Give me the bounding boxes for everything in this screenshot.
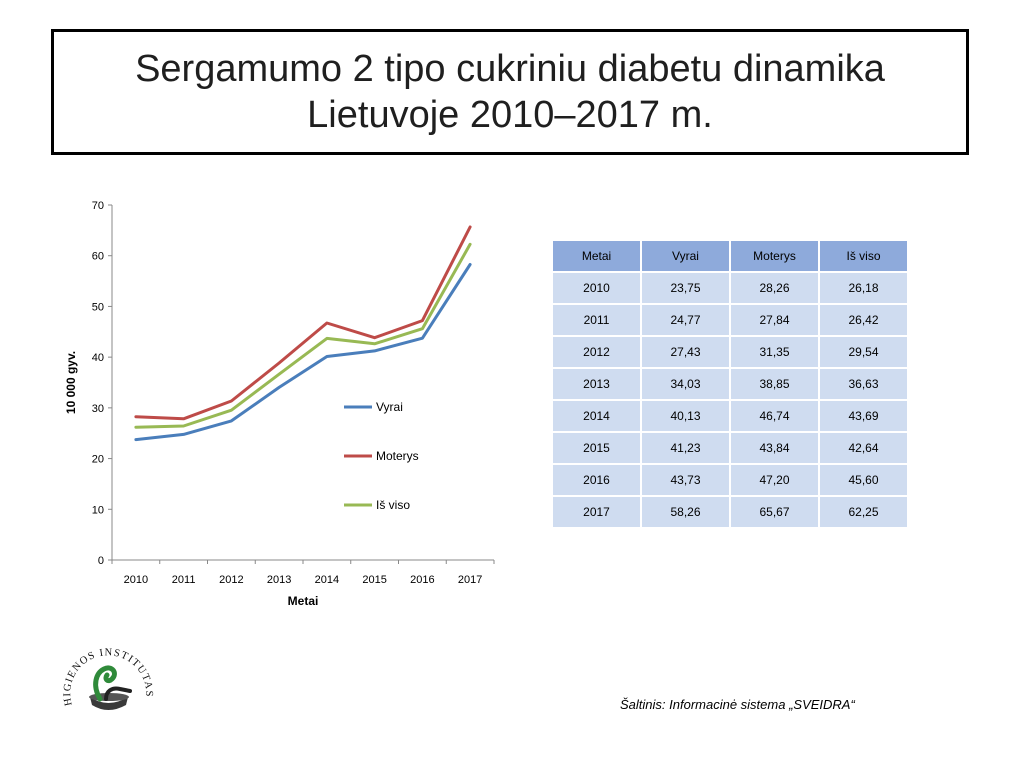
table-row: 2013 34,03 38,85 36,63 bbox=[553, 369, 907, 399]
table-cell: 65,67 bbox=[731, 497, 818, 527]
table-header-row: Metai Vyrai Moterys Iš viso bbox=[553, 241, 907, 271]
table-cell: 38,85 bbox=[731, 369, 818, 399]
header-vyrai: Vyrai bbox=[642, 241, 729, 271]
table-cell: 46,74 bbox=[731, 401, 818, 431]
table-cell: 23,75 bbox=[642, 273, 729, 303]
header-metai: Metai bbox=[553, 241, 640, 271]
table-row: 2015 41,23 43,84 42,64 bbox=[553, 433, 907, 463]
legend-label-2: Moterys bbox=[376, 449, 419, 463]
y-tick-label: 50 bbox=[92, 301, 104, 313]
x-tick-label: 2015 bbox=[362, 574, 386, 586]
table-cell: 2012 bbox=[553, 337, 640, 367]
table-cell: 36,63 bbox=[820, 369, 907, 399]
table-cell: 26,18 bbox=[820, 273, 907, 303]
table-row: 2016 43,73 47,20 45,60 bbox=[553, 465, 907, 495]
table-cell: 27,43 bbox=[642, 337, 729, 367]
table-cell: 2016 bbox=[553, 465, 640, 495]
x-tick-label: 2011 bbox=[172, 574, 196, 586]
y-tick-label: 30 bbox=[92, 403, 104, 415]
header-is-viso: Iš viso bbox=[820, 241, 907, 271]
higienos-institutas-logo: HIGIENOS INSTITUTAS bbox=[62, 647, 153, 710]
table-cell: 40,13 bbox=[642, 401, 729, 431]
table-cell: 41,23 bbox=[642, 433, 729, 463]
source-note: Šaltinis: Informacinė sistema „SVEIDRA“ bbox=[620, 697, 855, 712]
x-tick-label: 2013 bbox=[267, 574, 291, 586]
table-cell: 2010 bbox=[553, 273, 640, 303]
table-cell: 27,84 bbox=[731, 305, 818, 335]
table-cell: 2013 bbox=[553, 369, 640, 399]
table-row: 2014 40,13 46,74 43,69 bbox=[553, 401, 907, 431]
y-tick-label: 70 bbox=[92, 200, 104, 212]
y-tick-label: 20 bbox=[92, 454, 104, 466]
y-tick-label: 10 bbox=[92, 504, 104, 516]
legend-label-1: Vyrai bbox=[376, 400, 403, 414]
x-tick-label: 2016 bbox=[410, 574, 434, 586]
table-cell: 2011 bbox=[553, 305, 640, 335]
table-cell: 58,26 bbox=[642, 497, 729, 527]
table-cell: 31,35 bbox=[731, 337, 818, 367]
x-tick-label: 2017 bbox=[458, 574, 482, 586]
table-cell: 2014 bbox=[553, 401, 640, 431]
y-tick-label: 0 bbox=[98, 555, 104, 567]
series-line-1 bbox=[134, 263, 472, 442]
data-table: Metai Vyrai Moterys Iš viso 2010 23,75 2… bbox=[551, 239, 909, 529]
series-line-2 bbox=[134, 225, 472, 421]
table-cell: 43,69 bbox=[820, 401, 907, 431]
y-axis-title: 10 000 gyv. bbox=[64, 351, 78, 414]
table-row: 2012 27,43 31,35 29,54 bbox=[553, 337, 907, 367]
table-cell: 62,25 bbox=[820, 497, 907, 527]
table-cell: 42,64 bbox=[820, 433, 907, 463]
y-tick-label: 40 bbox=[92, 352, 104, 364]
y-tick-label: 60 bbox=[92, 251, 104, 263]
table-cell: 2017 bbox=[553, 497, 640, 527]
slide-title: Sergamumo 2 tipo cukriniu diabetu dinami… bbox=[51, 29, 969, 155]
table-cell: 24,77 bbox=[642, 305, 729, 335]
slide-title-line-2: Lietuvoje 2010–2017 m. bbox=[307, 94, 713, 136]
table-cell: 28,26 bbox=[731, 273, 818, 303]
table-cell: 43,73 bbox=[642, 465, 729, 495]
table-cell: 29,54 bbox=[820, 337, 907, 367]
legend-label-3: Iš viso bbox=[376, 498, 410, 512]
header-moterys: Moterys bbox=[731, 241, 818, 271]
x-axis-title: Metai bbox=[288, 594, 319, 608]
table-cell: 34,03 bbox=[642, 369, 729, 399]
table-cell: 43,84 bbox=[731, 433, 818, 463]
table-row: 2010 23,75 28,26 26,18 bbox=[553, 273, 907, 303]
series-line-3 bbox=[134, 242, 472, 429]
table-row: 2011 24,77 27,84 26,42 bbox=[553, 305, 907, 335]
table-cell: 47,20 bbox=[731, 465, 818, 495]
x-tick-label: 2012 bbox=[219, 574, 243, 586]
table-cell: 45,60 bbox=[820, 465, 907, 495]
x-tick-label: 2010 bbox=[124, 574, 148, 586]
table-cell: 26,42 bbox=[820, 305, 907, 335]
x-tick-label: 2014 bbox=[315, 574, 339, 586]
table-cell: 2015 bbox=[553, 433, 640, 463]
slide-title-line-1: Sergamumo 2 tipo cukriniu diabetu dinami… bbox=[135, 47, 885, 90]
table-row: 2017 58,26 65,67 62,25 bbox=[553, 497, 907, 527]
line-chart: 0 10 20 30 40 50 60 70 2010 2011 2012 2013 2014 2015 2… bbox=[64, 200, 495, 608]
